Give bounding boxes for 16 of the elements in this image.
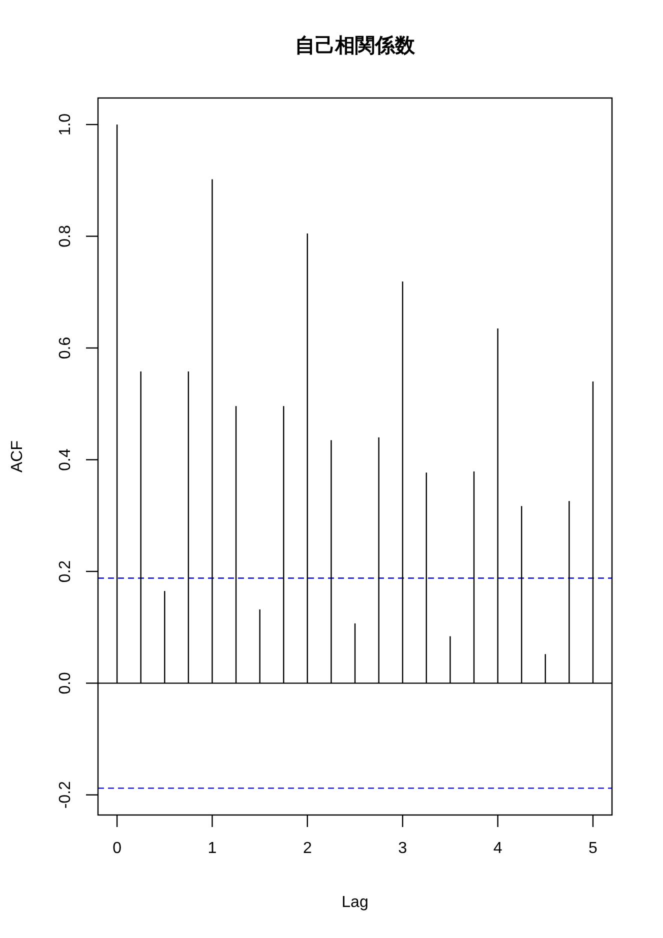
x-tick-label: 1	[208, 840, 217, 857]
y-tick-label: 0.8	[57, 225, 74, 248]
y-axis-title: ACF	[9, 440, 26, 472]
x-tick-label: 3	[398, 840, 408, 857]
y-tick-label: 0.4	[57, 448, 74, 471]
x-tick-label: 5	[588, 840, 598, 857]
x-axis-title: Lag	[342, 894, 368, 911]
y-tick-label: -0.2	[57, 781, 74, 809]
y-tick-label: 0.2	[57, 560, 74, 583]
x-tick-label: 0	[112, 840, 122, 857]
chart-title: 自己相関係数	[295, 35, 416, 57]
x-tick-label: 4	[493, 840, 502, 857]
y-tick-label: 0.6	[57, 336, 74, 360]
y-tick-label: 1.0	[57, 113, 74, 136]
y-tick-label: 0.0	[57, 672, 74, 694]
x-tick-label: 2	[302, 840, 312, 857]
